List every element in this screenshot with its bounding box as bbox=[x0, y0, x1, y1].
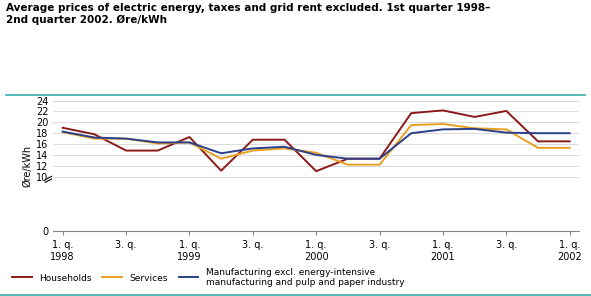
Y-axis label: Øre/kWh: Øre/kWh bbox=[23, 145, 33, 187]
Text: Average prices of electric energy, taxes and grid rent excluded. 1st quarter 199: Average prices of electric energy, taxes… bbox=[6, 3, 490, 25]
Legend: Households, Services, Manufacturing excl. energy-intensive
manufacturing and pul: Households, Services, Manufacturing excl… bbox=[12, 268, 404, 287]
